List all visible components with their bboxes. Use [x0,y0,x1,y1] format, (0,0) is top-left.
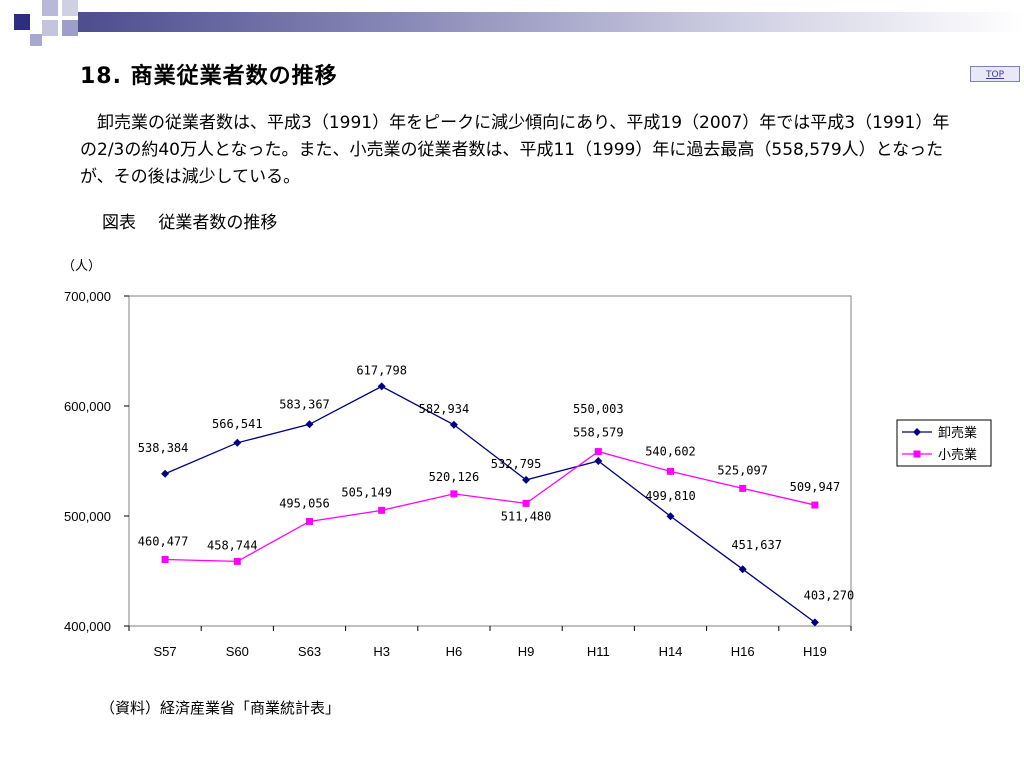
legend-label: 小売業 [938,447,977,463]
square-marker [667,467,674,475]
data-label: 451,637 [731,538,782,552]
data-label: 525,097 [717,463,768,477]
y-tick-label: 600,000 [64,399,111,414]
data-label: 520,126 [429,470,480,484]
square-marker [522,499,530,507]
data-label: 538,384 [138,441,189,455]
deco-square [42,20,58,36]
data-label: 499,810 [645,489,696,503]
x-tick-label: H19 [803,644,827,659]
data-label: 617,798 [356,363,407,377]
deco-square [14,14,30,30]
square-marker [306,517,313,525]
figure-title: 図表 従業者数の推移 [102,213,278,233]
diamond-marker [738,565,747,574]
square-marker [161,555,169,563]
data-label: 458,744 [207,538,258,552]
diamond-marker [810,618,819,627]
x-tick-label: H11 [587,644,610,659]
data-label: 505,149 [341,485,392,499]
data-label: 566,541 [212,417,263,431]
diamond-marker [161,469,170,478]
y-tick-label: 700,000 [64,289,111,304]
wholesale-line [164,385,816,623]
x-tick-label: H16 [731,644,755,659]
data-label: 583,367 [279,397,330,411]
x-tick-label: H3 [373,644,390,659]
retail-line [165,450,816,563]
diamond-marker [305,420,314,429]
y-axis-unit-label: （人） [62,259,102,274]
data-label: 582,934 [419,402,470,416]
plot-area [128,295,852,627]
data-label: 540,602 [645,444,696,458]
diamond-marker [913,428,921,436]
data-label: 558,579 [573,426,624,440]
legend-box [896,419,992,467]
x-tick-label: S63 [298,644,321,659]
y-tick-label: 500,000 [64,509,111,524]
square-marker [233,557,241,565]
x-tick-label: S60 [226,644,249,659]
data-label: 532,795 [491,457,542,471]
square-marker [913,450,921,458]
x-tick-label: H14 [659,644,683,659]
diamond-marker [233,438,242,447]
square-marker [739,484,747,492]
legend-label: 卸売業 [938,425,977,441]
deco-square [30,34,42,46]
page-title: 18. 商業従業者数の推移 [80,64,338,89]
square-marker [378,506,386,514]
square-marker [811,501,819,509]
data-label: 495,056 [279,496,330,510]
header-decoration [0,0,1024,50]
x-tick-label: H6 [446,644,463,659]
series-group [161,382,819,627]
diamond-marker [666,512,675,521]
data-label: 550,003 [573,402,624,416]
x-tick-label: S57 [154,644,177,659]
y-tick-label: 400,000 [64,619,111,634]
data-label: 511,480 [501,509,552,523]
header-gradient-bar [78,12,1024,32]
diamond-marker [522,475,531,484]
employee-trend-chart: 400,000 500,000 600,000 700,000 S57 S60 S63 H3… [64,289,992,659]
square-marker [450,490,458,498]
top-link[interactable]: TOP [970,66,1020,82]
data-label-group: 538,384 566,541 583,367 617,798 582,934 532,7… [138,363,854,602]
deco-square [42,0,58,16]
deco-square [62,20,78,36]
y-axis: 400,000 500,000 600,000 700,000 [64,289,129,634]
square-marker [594,448,602,456]
source-note: （資料）経済産業省「商業統計表」 [100,699,341,717]
body-paragraph: 卸売業の従業者数は、平成3（1991）年をピークに減少傾向にあり、平成19（20… [80,113,950,187]
diamond-marker [594,456,603,465]
data-label: 460,477 [138,534,189,548]
deco-square [62,0,78,16]
diamond-marker [449,420,458,429]
data-label: 509,947 [790,480,841,494]
x-tick-label: H9 [518,644,535,659]
data-label: 403,270 [804,588,855,602]
diamond-marker [377,382,386,391]
x-axis: S57 S60 S63 H3 H6 H9 H11 H14 H16 H19 [128,626,852,659]
